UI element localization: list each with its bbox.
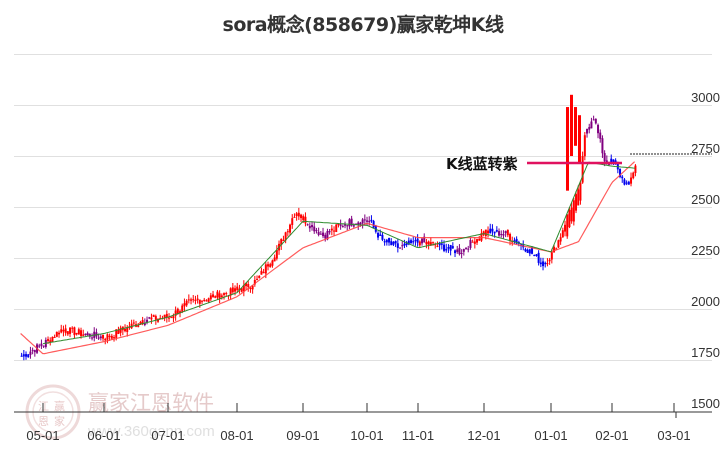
ma-short-line <box>42 161 636 345</box>
y-tick-label: 2500 <box>691 192 720 207</box>
svg-text:家: 家 <box>54 414 65 428</box>
candlesticks <box>20 94 637 361</box>
y-tick-label: 1750 <box>691 345 720 360</box>
ma-long-line <box>20 161 636 355</box>
y-axis: 1500 1750 2000 2250 2500 2750 3000 <box>691 90 720 411</box>
x-tick-label: 06-01 <box>87 428 120 443</box>
watermark-brand: 赢家江恩软件 <box>88 391 214 415</box>
x-tick-label: 03-01 <box>657 428 690 443</box>
x-tick-label: 09-01 <box>286 428 319 443</box>
svg-text:恩: 恩 <box>38 415 49 428</box>
x-tick-label: 08-01 <box>220 428 253 443</box>
y-tick-label: 1500 <box>691 396 720 411</box>
x-tick-label: 11-01 <box>402 428 434 443</box>
grid-lines <box>14 54 712 361</box>
svg-text:赢: 赢 <box>54 399 65 413</box>
x-axis: 05-01 06-01 07-01 08-01 09-01 10-01 11-01 12-01… <box>26 403 691 443</box>
annotation-blue-to-purple: K线蓝转紫 <box>446 155 622 173</box>
y-tick-label: 2750 <box>691 141 720 156</box>
x-tick-label: 07-01 <box>151 428 184 443</box>
watermark-url: www.360gann.com <box>87 423 215 440</box>
x-tick-label: 05-01 <box>26 428 59 443</box>
y-tick-label: 3000 <box>691 90 720 105</box>
annotation-label: K线蓝转紫 <box>446 155 518 173</box>
y-tick-label: 2000 <box>691 294 720 309</box>
x-tick-label: 12-01 <box>467 428 500 443</box>
x-tick-label: 01-01 <box>534 428 567 443</box>
x-tick-label: 10-01 <box>350 428 383 443</box>
x-tick-label: 02-01 <box>595 428 628 443</box>
y-tick-label: 2250 <box>691 243 720 258</box>
chart-title: sora概念(858679)赢家乾坤K线 <box>222 14 504 36</box>
